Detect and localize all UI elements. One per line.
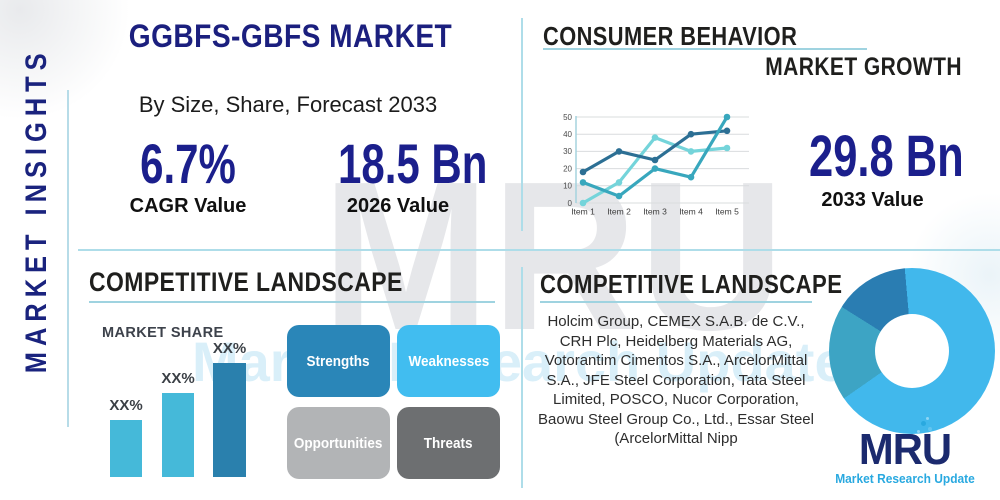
competitive-landscape-left-underline [89, 301, 495, 303]
swot-label: Weaknesses [408, 352, 489, 370]
svg-text:Item 1: Item 1 [571, 207, 595, 217]
vertical-section-title: MARKET INSIGHTS [20, 47, 53, 374]
market-share-bar-chart: XX% XX% XX% [104, 338, 254, 477]
cagr-value: 6.7% [140, 132, 236, 195]
svg-text:50: 50 [563, 113, 572, 122]
svg-text:20: 20 [563, 164, 572, 173]
cagr-label: CAGR Value [129, 195, 247, 217]
bar-value-label: XX% [212, 340, 247, 357]
swot-label: Opportunities [294, 434, 383, 452]
value-2033: 29.8 Bn [809, 124, 964, 189]
horizontal-divider [78, 249, 1000, 251]
mru-logo: MRU [858, 425, 952, 474]
vertical-divider-bottom [521, 267, 523, 488]
sidebar-divider-line [67, 90, 69, 427]
swot-grid: Strengths Weaknesses Opportunities Threa… [287, 325, 500, 479]
market-share-bar [110, 420, 142, 477]
competitive-landscape-left-heading: COMPETITIVE LANDSCAPE [89, 267, 403, 297]
bar-value-label: XX% [109, 397, 143, 414]
logo-splash-dot [926, 417, 929, 420]
logo-splash-dot [917, 430, 920, 433]
market-share-title: MARKET SHARE [102, 325, 224, 341]
consumer-behavior-heading: CONSUMER BEHAVIOR [543, 21, 798, 51]
vertical-divider-top [521, 18, 523, 231]
swot-card-opportunities: Opportunities [287, 407, 390, 479]
label-2033: 2033 Value [821, 189, 924, 211]
swot-label: Strengths [306, 352, 370, 370]
svg-text:Item 3: Item 3 [643, 207, 667, 217]
watermark-mru-logo: MRU [322, 137, 787, 374]
swot-label: Threats [424, 434, 473, 452]
value-2026: 18.5 Bn [338, 132, 488, 195]
svg-text:Item 5: Item 5 [715, 207, 739, 217]
consumer-behavior-line-chart: 0 10 20 30 40 50 Item 1 Item 2 Item 3 Item 4 Item … [552, 108, 756, 220]
report-title: GGBFS-GBFS MARKET [128, 18, 453, 54]
swot-card-threats: Threats [397, 407, 500, 479]
label-2026: 2026 Value [346, 195, 450, 217]
competitive-landscape-right-underline [540, 301, 812, 303]
mru-logo-tagline: Market Research Update [835, 471, 975, 486]
market-share-bar [162, 393, 194, 477]
swot-card-weaknesses: Weaknesses [397, 325, 500, 397]
svg-text:Item 4: Item 4 [679, 207, 703, 217]
svg-text:0: 0 [568, 199, 573, 208]
market-share-donut-chart [829, 268, 995, 434]
market-share-bar [213, 363, 246, 477]
swot-card-strengths: Strengths [287, 325, 390, 397]
competitive-landscape-right-heading: COMPETITIVE LANDSCAPE [540, 269, 843, 299]
logo-splash-dot [921, 421, 926, 426]
svg-text:10: 10 [563, 182, 572, 191]
report-subtitle: By Size, Share, Forecast 2033 [138, 92, 438, 117]
logo-splash-dot [928, 427, 932, 431]
svg-text:30: 30 [563, 147, 572, 156]
market-growth-heading: MARKET GROWTH [765, 53, 962, 81]
svg-text:Item 2: Item 2 [607, 207, 631, 217]
key-companies-text: Holcim Group, CEMEX S.A.B. de C.V., CRH … [538, 313, 814, 447]
svg-text:40: 40 [563, 130, 572, 139]
bar-value-label: XX% [161, 370, 195, 387]
consumer-behavior-underline [543, 48, 867, 50]
